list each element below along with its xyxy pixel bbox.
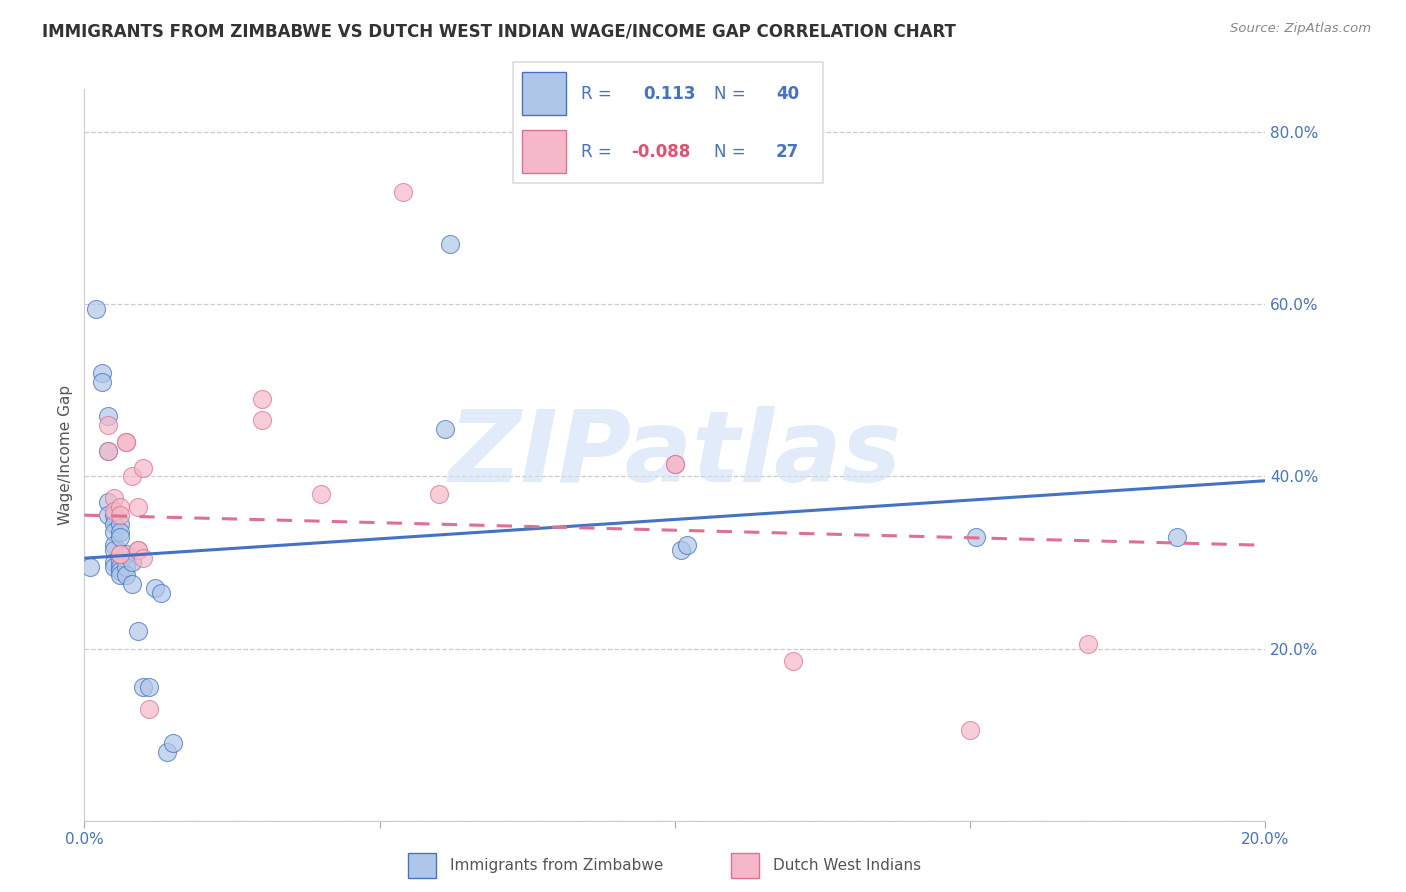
Text: R =: R = xyxy=(581,143,617,161)
Text: Source: ZipAtlas.com: Source: ZipAtlas.com xyxy=(1230,22,1371,36)
FancyBboxPatch shape xyxy=(513,62,823,183)
Y-axis label: Wage/Income Gap: Wage/Income Gap xyxy=(58,384,73,525)
Text: Dutch West Indians: Dutch West Indians xyxy=(773,858,921,872)
Text: R =: R = xyxy=(581,85,617,103)
Text: ZIPatlas: ZIPatlas xyxy=(449,407,901,503)
Text: 27: 27 xyxy=(776,143,800,161)
Text: 0.113: 0.113 xyxy=(643,85,696,103)
Bar xyxy=(523,130,565,173)
Bar xyxy=(523,72,565,115)
Text: IMMIGRANTS FROM ZIMBABWE VS DUTCH WEST INDIAN WAGE/INCOME GAP CORRELATION CHART: IMMIGRANTS FROM ZIMBABWE VS DUTCH WEST I… xyxy=(42,22,956,40)
Text: -0.088: -0.088 xyxy=(631,143,690,161)
Text: N =: N = xyxy=(714,143,751,161)
Bar xyxy=(731,853,759,878)
Text: Immigrants from Zimbabwe: Immigrants from Zimbabwe xyxy=(450,858,664,872)
Bar xyxy=(408,853,436,878)
Text: N =: N = xyxy=(714,85,751,103)
Text: 40: 40 xyxy=(776,85,799,103)
